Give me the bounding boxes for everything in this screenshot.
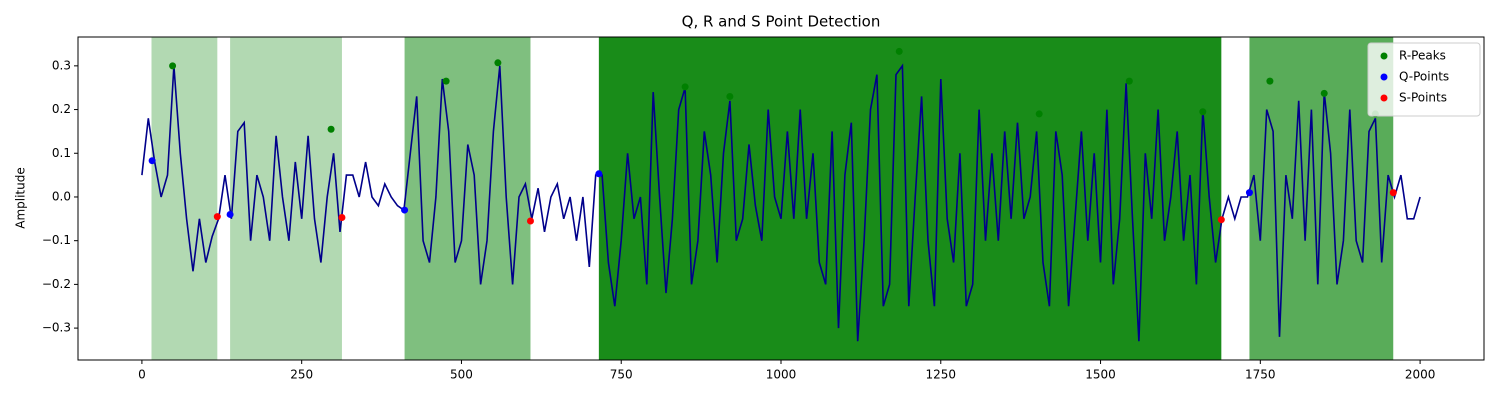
point: [226, 210, 234, 218]
shaded-region: [404, 37, 531, 360]
point: [1217, 216, 1225, 224]
point: [442, 77, 450, 85]
y-tick-label: 0.3: [52, 58, 71, 72]
y-tick-label: −0.2: [42, 277, 71, 291]
legend-label: R-Peaks: [1399, 49, 1446, 63]
x-tick-label: 500: [450, 368, 473, 382]
shaded-region: [230, 37, 342, 360]
x-tick-label: 1750: [1245, 368, 1276, 382]
point: [1199, 108, 1207, 116]
point: [1389, 189, 1397, 197]
y-tick-label: −0.1: [42, 233, 71, 247]
point: [401, 206, 409, 214]
x-tick-label: 1000: [766, 368, 797, 382]
chart-title: Q, R and S Point Detection: [682, 13, 881, 31]
point: [327, 125, 335, 133]
legend: R-Peaks Q-Points S-Points: [1367, 42, 1481, 117]
x-tick-label: 250: [290, 368, 313, 382]
point: [681, 83, 689, 91]
y-tick-label: 0.1: [52, 146, 71, 160]
x-tick-label: 1250: [925, 368, 956, 382]
legend-marker: [1380, 94, 1388, 102]
y-tick-label: 0.2: [52, 102, 71, 116]
signal-line: [141, 63, 1421, 342]
legend-marker: [1380, 52, 1388, 60]
legend-box: [1367, 42, 1481, 117]
point: [169, 62, 177, 70]
shaded-region: [598, 37, 1222, 360]
point: [213, 213, 221, 221]
point: [726, 92, 734, 100]
point: [526, 217, 534, 225]
plot-frame: [77, 36, 1485, 361]
point: [1125, 77, 1133, 85]
point: [595, 170, 603, 178]
point: [1245, 189, 1253, 197]
point: [1035, 110, 1043, 118]
y-tick-label: 0.0: [52, 189, 71, 203]
x-tick-label: 2000: [1405, 368, 1436, 382]
x-tick-label: 1500: [1085, 368, 1116, 382]
point: [1320, 89, 1328, 97]
legend-label: S-Points: [1399, 91, 1447, 105]
y-tick-label: −0.3: [42, 321, 71, 335]
y-axis-label: Amplitude: [14, 167, 28, 229]
point: [338, 214, 346, 222]
x-tick-label: 750: [610, 368, 633, 382]
point: [1266, 77, 1274, 85]
legend-marker: [1380, 73, 1388, 81]
x-tick-label: 0: [138, 368, 146, 382]
legend-label: Q-Points: [1399, 70, 1449, 84]
point: [895, 47, 903, 55]
point: [148, 157, 156, 165]
point: [494, 59, 502, 67]
